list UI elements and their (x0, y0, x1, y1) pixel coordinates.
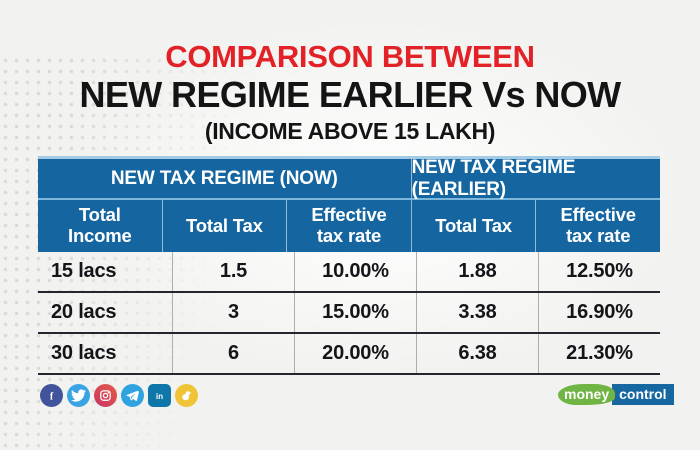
tax-comparison-table: NEW TAX REGIME (NOW) NEW TAX REGIME (EARL… (38, 156, 660, 375)
row-label-cell: 15 lacs (51, 260, 117, 282)
table-row: 15 lacs 1.5 10.00% 1.88 12.50% (38, 252, 660, 293)
column-header-cell: Total Income (68, 204, 132, 246)
value-cell: 1.88 (416, 252, 538, 291)
koo-icon (175, 384, 198, 407)
page-title: NEW REGIME EARLIER Vs NOW (79, 74, 621, 116)
table-group-header-row: NEW TAX REGIME (NOW) NEW TAX REGIME (EARL… (38, 157, 660, 200)
social-icons-row: f in (40, 384, 198, 407)
facebook-icon: f (40, 384, 63, 407)
row-label-cell: 20 lacs (51, 301, 117, 323)
title-kicker: COMPARISON BETWEEN (165, 39, 535, 74)
table-column-header-row: Total Income Total Tax Effective tax rate T… (38, 198, 660, 252)
linkedin-icon: in (148, 384, 171, 407)
value-cell: 20.00% (294, 334, 416, 373)
twitter-icon (67, 384, 90, 407)
value-cell: 6.38 (416, 334, 538, 373)
value-cell: 10.00% (294, 252, 416, 291)
value-cell: 16.90% (538, 293, 660, 332)
row-label-cell: 30 lacs (51, 342, 117, 364)
value-cell: 6 (172, 334, 294, 373)
moneycontrol-logo-money: money (558, 384, 616, 405)
svg-text:in: in (156, 392, 163, 401)
moneycontrol-logo: money control (558, 384, 674, 405)
column-header-cell: Total Tax (410, 200, 536, 252)
table-row: 20 lacs 3 15.00% 3.38 16.90% (38, 293, 660, 334)
value-cell: 3 (172, 293, 294, 332)
group-header-cell: NEW TAX REGIME (NOW) (110, 167, 338, 189)
telegram-icon (121, 384, 144, 407)
group-header-cell: NEW TAX REGIME (EARLIER) (410, 157, 660, 200)
column-header-cell: Total Tax (161, 200, 287, 252)
value-cell: 12.50% (538, 252, 660, 291)
table-body: 15 lacs 1.5 10.00% 1.88 12.50% 20 lacs 3 15.00%… (38, 252, 660, 375)
svg-text:f: f (50, 391, 54, 402)
title-block: COMPARISON BETWEEN NEW REGIME EARLIER Vs… (0, 40, 700, 144)
value-cell: 3.38 (416, 293, 538, 332)
column-header-cell: Effective tax rate (535, 200, 660, 252)
value-cell: 1.5 (172, 252, 294, 291)
title-subtitle: (INCOME ABOVE 15 LAKH) (204, 118, 496, 145)
column-header-cell: Effective tax rate (286, 200, 411, 252)
moneycontrol-logo-control: control (612, 384, 674, 405)
value-cell: 21.30% (538, 334, 660, 373)
instagram-icon (94, 384, 117, 407)
table-row: 30 lacs 6 20.00% 6.38 21.30% (38, 334, 660, 375)
value-cell: 15.00% (294, 293, 416, 332)
